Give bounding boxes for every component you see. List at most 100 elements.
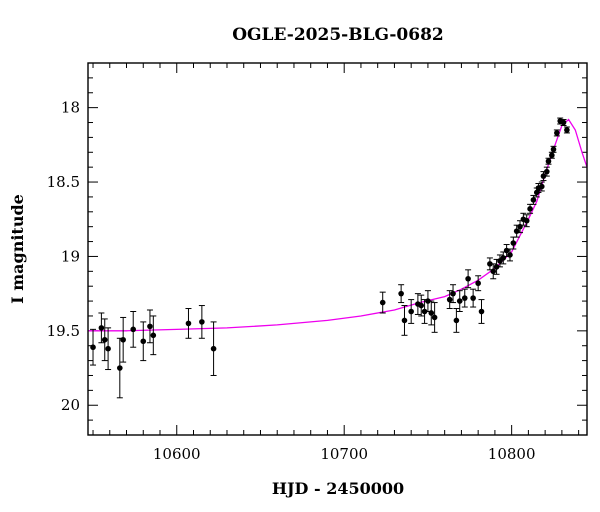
data-point-marker (199, 319, 205, 325)
data-point (401, 305, 408, 336)
data-point (465, 269, 472, 289)
data-point-marker (120, 336, 126, 343)
data-point (500, 251, 507, 265)
data-point (450, 284, 457, 304)
plot-frame (87, 62, 588, 436)
y-tick-label: 19 (61, 247, 80, 265)
data-point-marker (140, 338, 147, 345)
data-point-marker (554, 130, 560, 136)
data-point-marker (147, 323, 153, 330)
data-point-marker (490, 268, 497, 275)
data-point (486, 257, 493, 271)
data-point-marker (549, 152, 555, 159)
data-point (408, 299, 415, 324)
data-point-marker (461, 295, 468, 301)
data-point-marker (418, 302, 425, 309)
data-point (116, 337, 123, 399)
data-point-marker (564, 127, 570, 133)
data-point (530, 194, 537, 205)
data-point (210, 321, 217, 376)
data-point-marker (425, 298, 431, 304)
data-point (453, 308, 460, 333)
data-point-marker (456, 298, 463, 304)
data-point (506, 248, 513, 262)
y-tick-label: 20 (61, 396, 80, 414)
data-point (140, 321, 147, 362)
data-point (523, 214, 530, 228)
data-point (105, 327, 112, 371)
data-point (490, 263, 497, 280)
data-point-marker (398, 290, 404, 297)
data-point (398, 284, 405, 304)
data-point-marker (210, 345, 217, 352)
x-axis-label: HJD - 2450000 (272, 479, 404, 498)
data-point-marker (493, 264, 500, 270)
data-point-marker (185, 320, 192, 327)
y-axis-label: I magnitude (8, 194, 27, 304)
data-point-marker (540, 173, 547, 179)
data-point (478, 299, 485, 324)
data-point (421, 299, 428, 324)
data-point-marker (408, 308, 414, 315)
data-point-marker (550, 146, 557, 153)
data-point (98, 312, 105, 344)
data-point-marker (130, 326, 137, 333)
data-point (130, 310, 137, 348)
chart-title: OGLE-2025-BLG-0682 (232, 25, 444, 45)
data-point-marker (487, 261, 493, 267)
data-point-marker (560, 119, 567, 126)
data-point-marker (98, 325, 105, 331)
data-point-marker (105, 345, 111, 352)
data-point (475, 275, 482, 292)
data-point (470, 288, 477, 308)
data-point (553, 129, 560, 137)
y-tick-label: 18.5 (47, 173, 80, 191)
data-point (563, 126, 570, 134)
data-point (424, 290, 431, 312)
data-point-marker (475, 280, 481, 287)
data-point-marker (401, 317, 408, 324)
data-point-marker (428, 310, 435, 316)
x-tick-label: 10600 (153, 445, 201, 463)
data-point (517, 220, 524, 234)
model-curve (88, 118, 587, 332)
x-tick-labels: 10600 10700 10800 (153, 445, 536, 463)
data-points-group (90, 117, 570, 399)
data-point (101, 318, 108, 362)
data-point-marker (90, 344, 96, 351)
data-point (446, 290, 453, 310)
data-point (550, 145, 557, 153)
y-tick-label: 19.5 (47, 322, 80, 340)
data-point (146, 309, 153, 344)
data-point (548, 151, 555, 159)
data-point-marker (527, 206, 533, 212)
data-point-marker (510, 240, 517, 246)
data-point (461, 288, 468, 308)
data-point-marker (530, 197, 537, 203)
data-point (185, 308, 192, 339)
data-point-marker (465, 275, 471, 282)
data-point (150, 315, 157, 356)
data-point-marker (431, 314, 438, 321)
data-point-marker (545, 158, 552, 165)
data-point (90, 328, 97, 366)
data-point-marker (507, 252, 513, 258)
data-point-marker (446, 296, 453, 303)
data-point (379, 291, 386, 314)
data-point (520, 212, 527, 226)
model-curve-group (88, 118, 587, 332)
data-point (431, 302, 438, 333)
data-point-marker (544, 168, 550, 175)
data-point (198, 305, 205, 339)
data-point-marker (379, 299, 386, 306)
data-point (428, 300, 435, 326)
data-point-marker (538, 183, 545, 190)
data-point (543, 166, 550, 177)
data-point (120, 316, 127, 363)
data-point (510, 236, 517, 250)
data-point (538, 181, 545, 192)
data-point-marker (453, 317, 460, 324)
data-point-marker (478, 308, 485, 315)
data-point-marker (101, 336, 108, 343)
